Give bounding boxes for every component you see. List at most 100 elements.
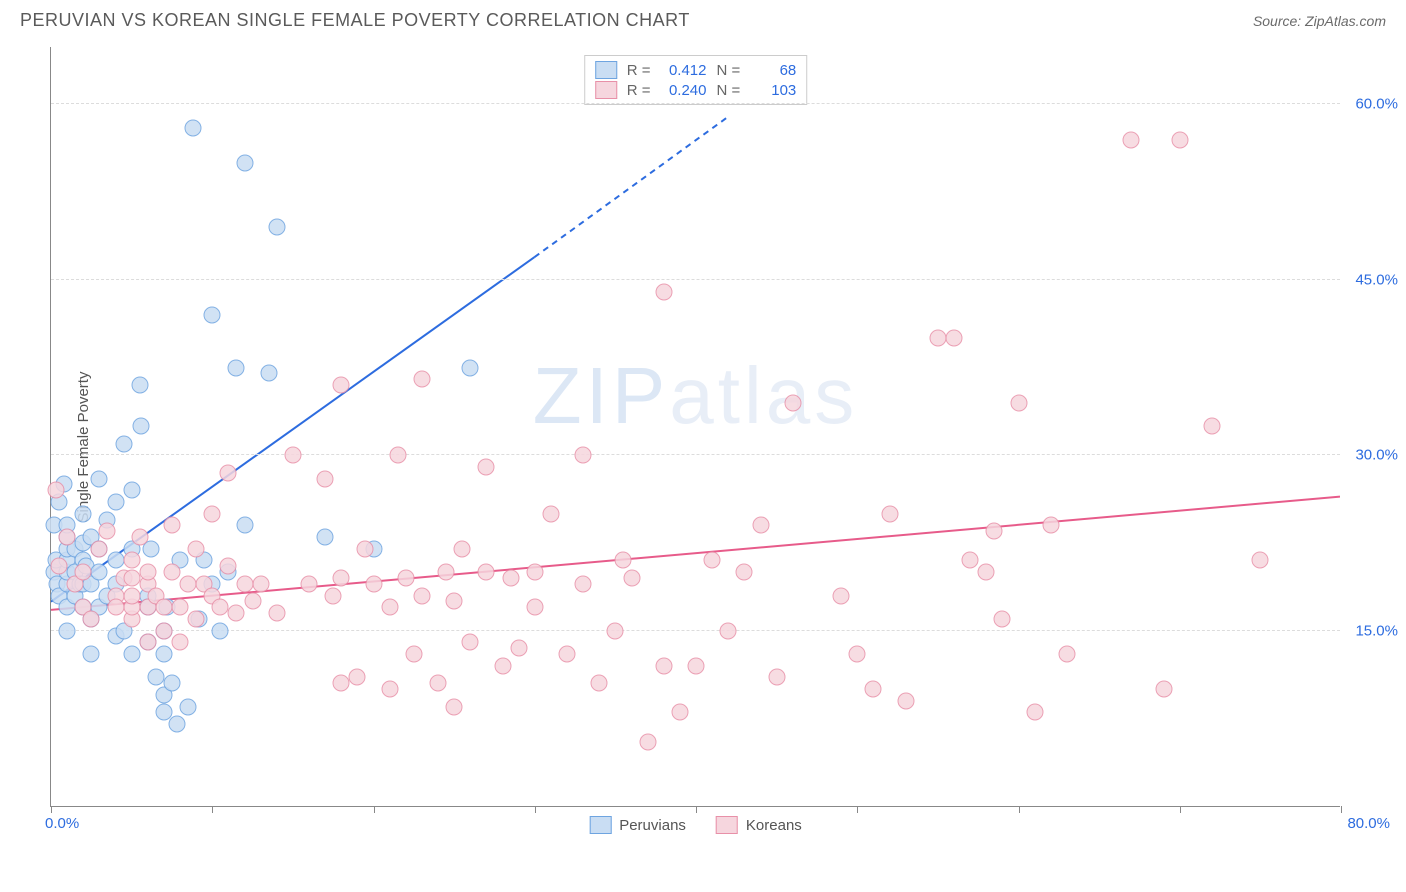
legend-swatch-koreans	[716, 816, 738, 834]
legend-item-koreans: Koreans	[716, 816, 802, 834]
scatter-point	[236, 154, 253, 171]
source-label: Source: ZipAtlas.com	[1253, 13, 1386, 29]
scatter-point	[865, 681, 882, 698]
scatter-point	[430, 675, 447, 692]
scatter-point	[405, 646, 422, 663]
watermark: ZIPatlas	[533, 350, 858, 442]
gridline	[51, 630, 1340, 631]
stats-row-koreans: R = 0.240 N = 103	[595, 80, 797, 100]
scatter-point	[446, 593, 463, 610]
scatter-point	[172, 634, 189, 651]
scatter-point	[704, 552, 721, 569]
legend-item-peruvians: Peruvians	[589, 816, 686, 834]
scatter-point	[317, 470, 334, 487]
scatter-point	[236, 575, 253, 592]
scatter-point	[155, 599, 172, 616]
y-tick-label: 45.0%	[1355, 271, 1398, 288]
stat-r-peruvians: 0.412	[657, 62, 707, 79]
scatter-point	[768, 669, 785, 686]
scatter-point	[1171, 131, 1188, 148]
scatter-point	[462, 359, 479, 376]
scatter-point	[897, 692, 914, 709]
swatch-koreans	[595, 81, 617, 99]
scatter-point	[301, 575, 318, 592]
scatter-point	[1155, 681, 1172, 698]
scatter-point	[325, 587, 342, 604]
scatter-point	[591, 675, 608, 692]
scatter-point	[236, 517, 253, 534]
scatter-point	[671, 704, 688, 721]
x-tick	[1180, 806, 1181, 813]
legend-label-koreans: Koreans	[746, 817, 802, 834]
scatter-point	[688, 657, 705, 674]
scatter-point	[91, 540, 108, 557]
x-tick	[51, 806, 52, 813]
scatter-point	[575, 575, 592, 592]
scatter-point	[123, 570, 140, 587]
stat-n-label: N =	[717, 62, 741, 79]
scatter-point	[438, 564, 455, 581]
scatter-point	[163, 517, 180, 534]
scatter-point	[478, 564, 495, 581]
stat-r-koreans: 0.240	[657, 82, 707, 99]
gridline	[51, 454, 1340, 455]
scatter-point	[559, 646, 576, 663]
scatter-point	[962, 552, 979, 569]
plot-region: ZIPatlas R = 0.412 N = 68 R = 0.240 N = …	[50, 47, 1340, 807]
scatter-point	[736, 564, 753, 581]
scatter-point	[413, 371, 430, 388]
scatter-point	[47, 482, 64, 499]
scatter-point	[607, 622, 624, 639]
x-tick	[1341, 806, 1342, 813]
x-tick	[1019, 806, 1020, 813]
scatter-point	[333, 377, 350, 394]
scatter-point	[784, 394, 801, 411]
x-axis-min-label: 0.0%	[45, 815, 79, 832]
scatter-point	[542, 505, 559, 522]
scatter-point	[83, 646, 100, 663]
gridline	[51, 279, 1340, 280]
x-tick	[535, 806, 536, 813]
scatter-point	[1058, 646, 1075, 663]
scatter-point	[994, 610, 1011, 627]
scatter-point	[172, 599, 189, 616]
scatter-point	[986, 523, 1003, 540]
scatter-point	[357, 540, 374, 557]
x-tick	[857, 806, 858, 813]
scatter-point	[107, 494, 124, 511]
scatter-point	[615, 552, 632, 569]
scatter-point	[333, 570, 350, 587]
scatter-point	[131, 529, 148, 546]
scatter-point	[204, 306, 221, 323]
scatter-point	[131, 377, 148, 394]
scatter-point	[526, 599, 543, 616]
scatter-point	[133, 418, 150, 435]
scatter-point	[244, 593, 261, 610]
scatter-point	[107, 599, 124, 616]
scatter-point	[123, 587, 140, 604]
scatter-point	[381, 681, 398, 698]
scatter-point	[51, 558, 68, 575]
scatter-point	[75, 505, 92, 522]
scatter-point	[946, 330, 963, 347]
scatter-point	[833, 587, 850, 604]
scatter-point	[75, 564, 92, 581]
scatter-point	[978, 564, 995, 581]
scatter-point	[462, 634, 479, 651]
scatter-point	[268, 605, 285, 622]
scatter-point	[184, 119, 201, 136]
scatter-point	[655, 657, 672, 674]
scatter-point	[204, 505, 221, 522]
scatter-point	[59, 622, 76, 639]
scatter-point	[1252, 552, 1269, 569]
scatter-point	[115, 435, 132, 452]
x-tick	[212, 806, 213, 813]
y-tick-label: 30.0%	[1355, 447, 1398, 464]
x-tick	[696, 806, 697, 813]
scatter-point	[929, 330, 946, 347]
chart-area: Single Female Poverty ZIPatlas R = 0.412…	[0, 37, 1406, 857]
scatter-point	[220, 558, 237, 575]
scatter-point	[83, 610, 100, 627]
legend: Peruvians Koreans	[589, 816, 802, 834]
scatter-point	[575, 447, 592, 464]
